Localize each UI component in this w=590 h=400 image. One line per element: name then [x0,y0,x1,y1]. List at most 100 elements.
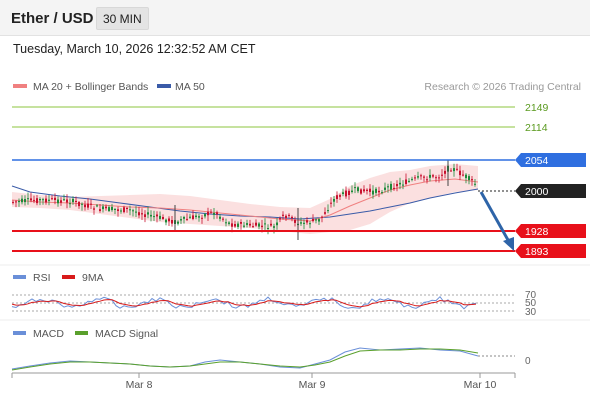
last-price-label: 2000 [525,186,549,198]
candle-body [87,203,89,208]
level-s2: 1893 [12,244,586,258]
level-pivot-label: 2054 [525,155,549,167]
candle-body [219,216,221,219]
candle-body [459,170,461,176]
candle-body [402,184,404,186]
candle-body [129,209,131,211]
ma20-legend-label: MA 20 + Bollinger Bands [33,81,148,93]
candle-body [180,219,182,221]
copyright-text: Research © 2026 Trading Central [424,81,581,93]
candle-body [258,223,260,227]
candle-body [51,198,53,200]
candle-body [300,222,302,224]
candle-body [123,207,125,213]
candle-body [132,210,134,212]
candle-body [237,223,239,227]
candle-body [231,223,233,227]
candle-body [255,222,257,226]
candle-body [183,217,185,219]
candle-body [414,177,416,179]
candle-body [75,200,77,202]
candle-body [57,199,59,204]
rsi-ma-legend-swatch [62,275,75,279]
candle-body [108,207,110,211]
candle-body [156,214,158,217]
level-r2: 2149 [12,102,549,114]
candle-body [435,177,437,179]
candle-body [468,176,470,181]
candle-body [363,189,365,192]
candle-body [54,197,56,200]
candle-body [465,174,467,179]
candle-body [240,222,242,224]
rsi-legend-swatch [13,275,26,279]
candle-body [216,212,218,215]
candle-body [66,199,68,203]
candle-body [387,186,389,188]
candle-body [78,202,80,207]
candle-body [264,223,266,225]
candlesticks [12,160,476,240]
candle-body [351,190,353,192]
bollinger-band [12,164,478,234]
candle-body [225,222,227,224]
candle-body [102,206,104,210]
x-axis-label-mar10: Mar 10 [464,379,497,391]
rsi-scale-70: 70 [525,290,537,301]
candle-body [285,215,287,219]
candle-body [345,190,347,197]
candle-body [201,217,203,219]
candle-body [36,198,38,204]
candle-body [426,179,428,181]
candle-body [315,219,317,221]
candle-body [273,226,275,228]
macd-legend-swatch [13,331,26,335]
macd-signal-legend-swatch [75,331,88,335]
level-s2-tag [515,244,586,258]
level-pivot-tag [515,153,586,167]
candle-body [381,192,383,194]
candle-body [348,190,350,195]
candle-body [336,195,338,199]
candle-body [246,223,248,225]
candle-body [195,215,197,218]
candle-body [93,208,95,210]
candle-body [42,199,44,201]
forecast-arrow-shaft [479,191,510,241]
ma50-legend-label: MA 50 [175,81,205,93]
candle-body [369,188,371,192]
level-s1-tag [515,224,586,238]
forecast-arrow-head [503,237,514,251]
interval-button[interactable]: 30 MIN [96,7,149,30]
candle-body [339,195,341,197]
candle-body [393,187,395,189]
candle-body [99,209,101,211]
level-r1-label: 2114 [525,122,548,134]
candle-body [111,206,113,211]
candle-body [60,200,62,203]
candle-body [471,179,473,181]
candle-body [411,178,413,180]
forecast-arrow [479,191,514,251]
macd-zero-label: 0 [525,356,531,367]
candle-body [252,226,254,228]
candle-body [117,209,119,211]
candle-body [318,219,320,222]
candle-body [372,190,374,195]
candle-body [69,203,71,205]
candle-body [312,219,314,222]
x-axis-label-mar9: Mar 9 [299,379,326,391]
candle-body [144,214,146,217]
candle-body [15,201,17,203]
candle-body [384,187,386,190]
candle-body [213,213,215,215]
ma50-line [11,185,479,220]
main-legend: MA 20 + Bollinger Bands MA 50 Research ©… [13,81,581,93]
x-axis-label-mar8: Mar 8 [126,379,153,391]
candle-body [228,222,230,224]
candle-body [396,184,398,187]
rsi-ma-legend-label: 9MA [82,272,104,284]
macd-signal-line [11,348,479,371]
candle-body [63,199,65,201]
